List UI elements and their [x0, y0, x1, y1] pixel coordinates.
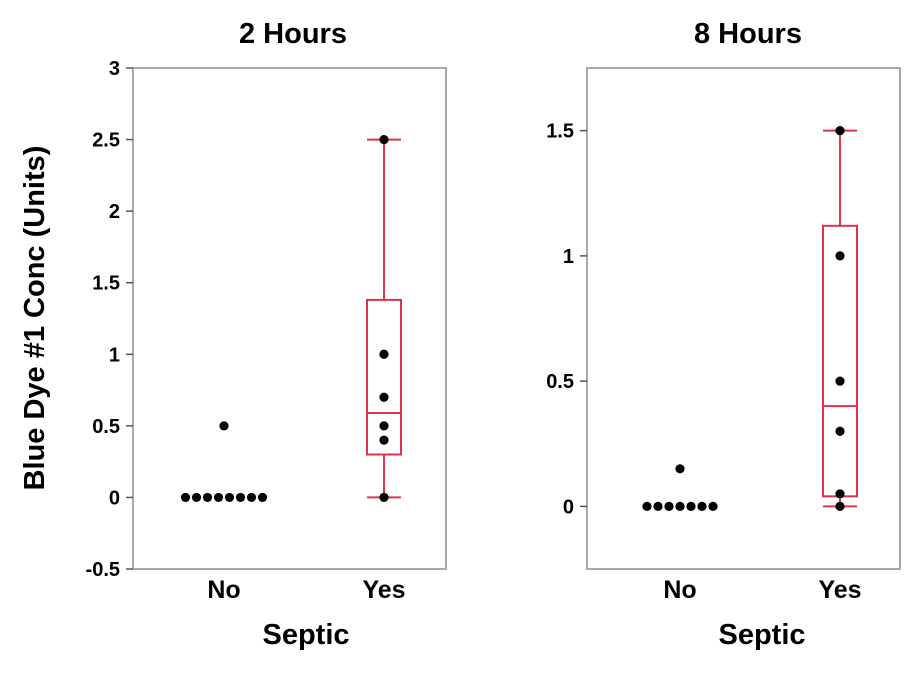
- data-point: [246, 492, 257, 503]
- data-point: [664, 501, 674, 511]
- data-point: [224, 492, 235, 503]
- x-axis-label: Septic: [262, 619, 349, 651]
- data-point: [180, 492, 191, 503]
- y-ticks: -0.5 0 0.5 1 1.5 2 2.5 3: [86, 58, 133, 581]
- data-point: [835, 501, 845, 511]
- y-tick-label: -0.5: [86, 559, 120, 581]
- y-tick-label: 2.5: [92, 130, 120, 152]
- data-point: [379, 392, 389, 402]
- panel-2-hours: 2 Hours -0.5 0 0.5 1 1.5 2 2.5 3 No Yes Septic: [86, 18, 447, 651]
- data-point: [379, 492, 389, 503]
- y-tick-label: 1: [109, 344, 120, 366]
- data-point: [835, 489, 845, 499]
- y-tick-label: 2: [109, 201, 120, 223]
- y-tick-label: 0: [563, 496, 574, 518]
- data-point: [235, 492, 246, 503]
- plot-frame: [132, 67, 447, 570]
- data-point: [213, 492, 224, 503]
- data-point: [835, 126, 845, 136]
- box-yes: [822, 129, 858, 508]
- x-category-label-yes: Yes: [818, 576, 861, 604]
- x-category-label-yes: Yes: [362, 576, 405, 604]
- data-point: [642, 501, 652, 511]
- data-point: [379, 349, 389, 359]
- panel-title: 8 Hours: [694, 18, 802, 50]
- data-point: [219, 421, 229, 431]
- data-point: [191, 492, 202, 503]
- data-point: [675, 501, 685, 511]
- y-tick-label: 1: [563, 246, 574, 268]
- iqr-box: [822, 224, 858, 498]
- y-tick-label: 1.5: [546, 121, 574, 143]
- y-tick-label: 0: [109, 487, 120, 509]
- y-axis-label: Blue Dye #1 Conc (Units): [19, 146, 51, 491]
- y-tick-label: 0.5: [546, 371, 574, 393]
- data-point: [708, 501, 718, 511]
- panel-8-hours: 8 Hours 0 0.5 1 1.5 No Yes Septic: [546, 18, 901, 651]
- data-point: [379, 421, 389, 431]
- y-ticks: 0 0.5 1 1.5: [546, 121, 587, 518]
- x-category-label-no: No: [663, 576, 696, 604]
- box-yes: [366, 138, 402, 499]
- iqr-box: [366, 298, 402, 456]
- x-category-label-no: No: [207, 576, 240, 604]
- data-point: [379, 134, 389, 145]
- data-point: [379, 435, 389, 445]
- y-tick-label: 3: [109, 58, 120, 80]
- data-point: [835, 376, 845, 386]
- data-point: [835, 251, 845, 261]
- data-point: [835, 426, 845, 436]
- panel-title: 2 Hours: [239, 18, 347, 50]
- data-point: [257, 492, 268, 503]
- marks: [642, 126, 858, 511]
- y-tick-label: 1.5: [92, 273, 120, 295]
- data-point: [202, 492, 213, 503]
- data-point: [686, 501, 696, 511]
- data-point: [675, 464, 685, 474]
- data-point: [653, 501, 663, 511]
- plot-frame: [586, 67, 901, 570]
- marks: [180, 134, 402, 503]
- data-point: [697, 501, 707, 511]
- y-tick-label: 0.5: [92, 416, 120, 438]
- x-axis-label: Septic: [718, 619, 805, 651]
